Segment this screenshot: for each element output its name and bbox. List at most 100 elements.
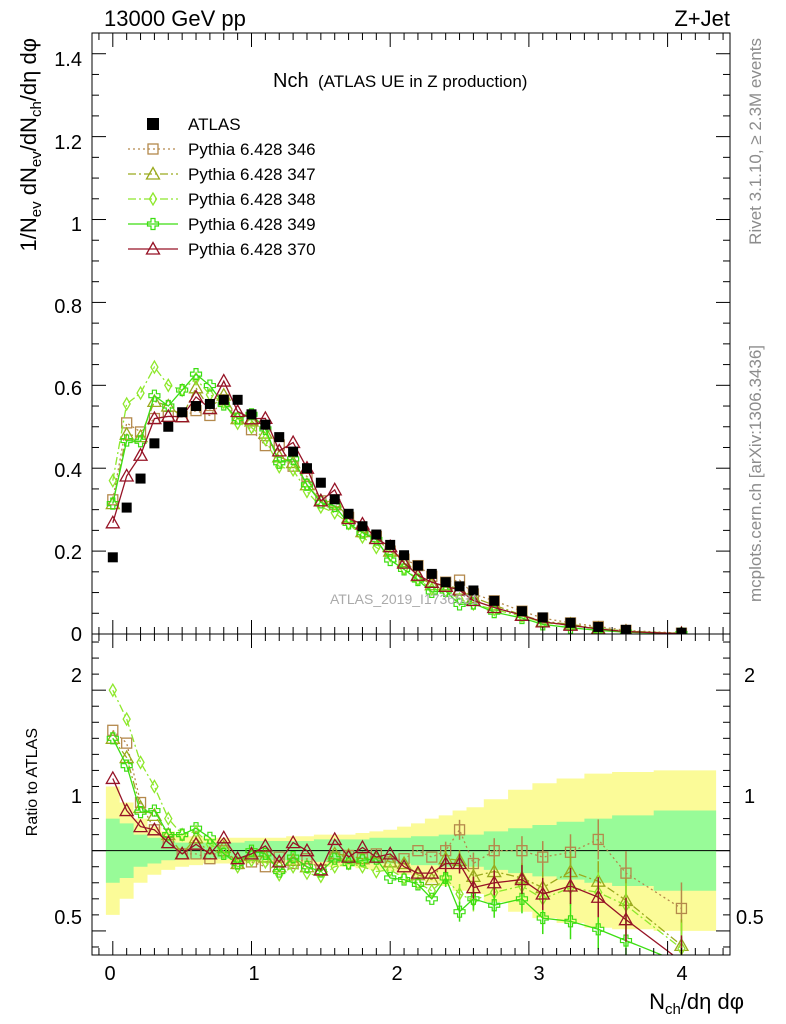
- data-point: [106, 732, 119, 745]
- data-point: [148, 191, 158, 207]
- data-point: [232, 394, 243, 405]
- legend-item: Pythia 6.428 370: [128, 240, 316, 259]
- legend-label: Pythia 6.428 348: [188, 190, 316, 209]
- data-point: [233, 859, 242, 875]
- data-point: [218, 394, 229, 405]
- y-tick-label: 0.4: [54, 460, 82, 482]
- data-point: [189, 368, 203, 381]
- main-plot-series: [105, 359, 688, 634]
- data-point: [217, 847, 230, 860]
- data-point: [675, 902, 688, 915]
- data-point: [132, 818, 149, 833]
- data-point: [163, 421, 174, 432]
- data-point: [327, 831, 343, 846]
- data-point: [245, 844, 258, 857]
- data-point: [273, 865, 286, 878]
- data-point: [300, 478, 314, 491]
- data-point: [176, 383, 189, 397]
- data-point: [257, 838, 273, 852]
- legend-item: Pythia 6.428 347: [128, 165, 316, 184]
- data-point: [261, 432, 270, 447]
- data-point: [243, 846, 260, 860]
- data-point: [150, 359, 159, 375]
- data-point: [299, 842, 315, 857]
- data-point: [424, 865, 440, 879]
- series-line: [112, 398, 682, 634]
- y-tick-label: 0.5: [54, 907, 82, 929]
- data-point: [301, 463, 312, 474]
- series-atlas: [107, 394, 687, 634]
- y-tick-label: 0.8: [54, 296, 82, 318]
- data-point: [410, 567, 426, 581]
- y-tick-label: 0: [71, 624, 82, 646]
- data-point: [148, 804, 161, 817]
- data-point: [385, 548, 395, 563]
- data-point: [592, 923, 605, 936]
- ratio-plot-series: [105, 682, 690, 955]
- data-point: [257, 425, 273, 439]
- data-point: [439, 871, 452, 885]
- y-tick-labels-ratio: 0.5 1 2 0.5 1 2: [54, 665, 764, 929]
- data-point: [105, 514, 121, 529]
- data-point: [357, 521, 368, 532]
- data-point: [537, 851, 549, 863]
- data-point: [590, 889, 606, 903]
- y-tick-label: 2: [71, 665, 82, 687]
- data-point: [203, 379, 216, 392]
- legend-label: ATLAS: [188, 115, 241, 134]
- axis-ticks: [92, 33, 730, 955]
- data-point: [274, 432, 285, 443]
- data-point: [106, 497, 119, 510]
- data-point: [314, 496, 327, 509]
- y-tick-label: 0.2: [54, 542, 82, 564]
- data-point: [191, 401, 202, 412]
- data-point: [150, 779, 159, 794]
- data-point: [384, 553, 397, 567]
- data-point: [593, 621, 604, 632]
- data-point: [453, 905, 466, 918]
- data-point: [285, 454, 301, 469]
- legend-label: Pythia 6.428 347: [188, 165, 316, 184]
- data-point: [145, 241, 161, 255]
- y-tick-label: 1: [71, 786, 82, 808]
- data-point: [486, 874, 502, 889]
- data-point: [564, 915, 577, 928]
- data-point: [162, 399, 175, 413]
- data-point: [489, 595, 500, 606]
- data-point: [146, 821, 163, 836]
- data-point: [368, 849, 384, 863]
- data-point: [313, 493, 329, 507]
- data-point: [136, 755, 145, 770]
- analysis-watermark: ATLAS_2019_I1736531: [330, 591, 479, 607]
- data-point: [120, 434, 133, 447]
- data-point: [565, 617, 576, 628]
- data-point: [535, 886, 551, 900]
- y-tick-label-right: 1: [744, 786, 755, 808]
- data-point: [486, 599, 502, 614]
- data-point: [146, 410, 163, 425]
- data-point: [592, 833, 604, 846]
- data-point: [285, 834, 301, 849]
- data-point: [514, 871, 530, 886]
- legend-item: Pythia 6.428 348: [128, 190, 316, 209]
- data-point: [145, 166, 161, 180]
- data-point: [147, 143, 159, 155]
- legend-label: Pythia 6.428 349: [188, 215, 316, 234]
- ratio-series-pythia-6-428-347: [105, 730, 690, 955]
- data-point: [105, 770, 121, 785]
- data-point: [160, 834, 176, 849]
- series-line: [112, 373, 682, 634]
- data-point: [314, 865, 327, 878]
- data-point: [313, 862, 329, 876]
- x-axis-title: Nch/dη dφ: [649, 989, 744, 1018]
- data-point: [164, 378, 173, 393]
- data-point: [382, 846, 398, 860]
- data-point: [453, 824, 466, 836]
- data-point: [619, 934, 633, 947]
- data-point: [287, 850, 300, 864]
- data-point: [119, 802, 135, 817]
- data-point: [467, 892, 480, 905]
- data-point: [515, 892, 529, 905]
- data-point: [146, 807, 163, 822]
